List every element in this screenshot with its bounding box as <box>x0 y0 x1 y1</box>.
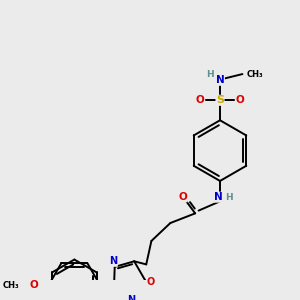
Text: O: O <box>235 95 244 105</box>
Text: N: N <box>216 75 224 85</box>
Text: CH₃: CH₃ <box>3 281 19 290</box>
Text: O: O <box>147 277 155 287</box>
Text: S: S <box>216 95 224 105</box>
Text: N: N <box>128 295 136 300</box>
Text: O: O <box>196 95 205 105</box>
Text: N: N <box>214 192 223 202</box>
Text: O: O <box>30 280 38 290</box>
Text: CH₃: CH₃ <box>247 70 263 79</box>
Text: H: H <box>225 193 233 202</box>
Text: N: N <box>109 256 117 266</box>
Text: H: H <box>206 70 214 79</box>
Text: O: O <box>178 192 187 202</box>
